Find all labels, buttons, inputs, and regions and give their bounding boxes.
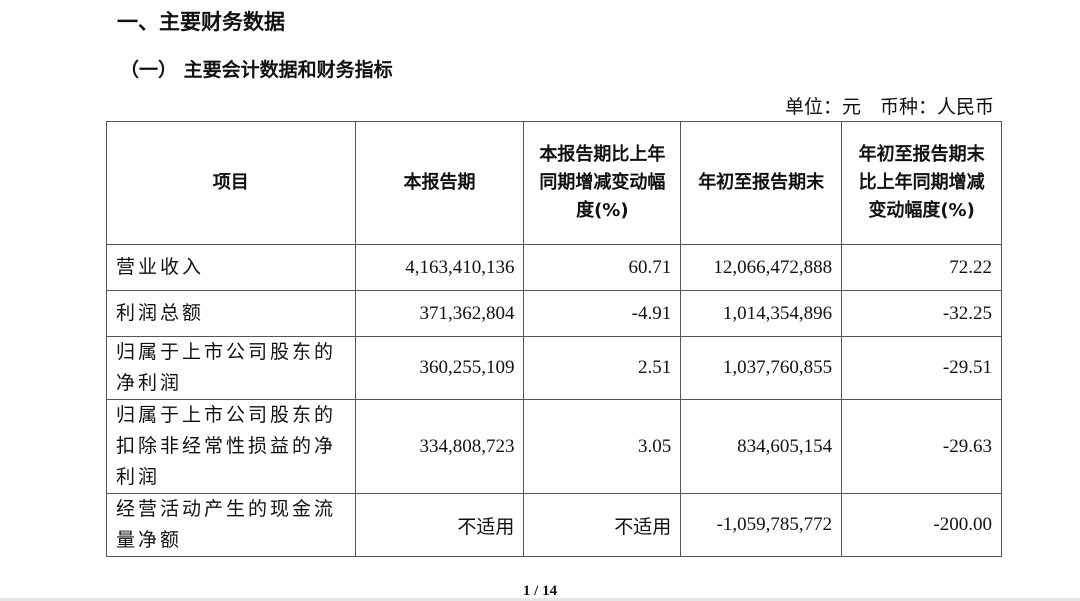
cell-value: -4.91 [523, 290, 682, 337]
cell-value: 3.05 [523, 399, 682, 494]
cell-value: 2.51 [523, 336, 682, 400]
table-row: 营业收入 4,163,410,136 60.71 12,066,472,888 72.2… [106, 244, 1002, 291]
page-indicator: 1 / 14 [522, 583, 558, 599]
row-label: 归属于上市公司股东的净利润 [106, 336, 356, 400]
table-row: 经营活动产生的现金流量净额 不适用 不适用 -1,059,785,772 -200.00 [106, 493, 1002, 557]
header-ytd: 年初至报告期末 [680, 121, 843, 245]
section-title: 一、主要财务数据 [117, 10, 285, 34]
cell-value: 不适用 [523, 493, 682, 557]
cell-value: 334,808,723 [354, 399, 525, 494]
table-row: 利润总额 371,362,804 -4.91 1,014,354,896 -32.25 [106, 290, 1002, 337]
cell-value: 360,255,109 [354, 336, 525, 400]
row-label: 利润总额 [106, 290, 356, 337]
table-header-row: 项目 本报告期 本报告期比上年同期增减变动幅度(%) 年初至报告期末 年初至报告… [106, 121, 1002, 245]
cell-value: -29.51 [841, 336, 1002, 400]
cell-value: 371,362,804 [354, 290, 525, 337]
cell-value: 4,163,410,136 [354, 244, 525, 291]
header-ytd-change: 年初至报告期末比上年同期增减变动幅度(%) [841, 121, 1002, 245]
row-label: 归属于上市公司股东的扣除非经常性损益的净利润 [106, 399, 356, 494]
page-separator [0, 598, 1080, 601]
unit-note: 单位：元 币种：人民币 [784, 97, 994, 118]
cell-value: 72.22 [841, 244, 1002, 291]
cell-value: -200.00 [841, 493, 1002, 557]
cell-value: -29.63 [841, 399, 1002, 494]
cell-value: 1,037,760,855 [680, 336, 843, 400]
cell-value: 1,014,354,896 [680, 290, 843, 337]
cell-value: -32.25 [841, 290, 1002, 337]
table-row: 归属于上市公司股东的扣除非经常性损益的净利润 334,808,723 3.05 834… [106, 399, 1002, 494]
financial-data-table: 项目 本报告期 本报告期比上年同期增减变动幅度(%) 年初至报告期末 年初至报告… [106, 121, 1002, 557]
row-label: 营业收入 [106, 244, 356, 291]
table-row: 归属于上市公司股东的净利润 360,255,109 2.51 1,037,760,85… [106, 336, 1002, 400]
cell-value: 60.71 [523, 244, 682, 291]
header-current-period: 本报告期 [354, 121, 525, 245]
header-current-change: 本报告期比上年同期增减变动幅度(%) [523, 121, 682, 245]
row-label: 经营活动产生的现金流量净额 [106, 493, 356, 557]
cell-value: 不适用 [354, 493, 525, 557]
cell-value: -1,059,785,772 [680, 493, 843, 557]
header-item: 项目 [106, 121, 356, 245]
subsection-title: （一） 主要会计数据和财务指标 [120, 59, 393, 81]
cell-value: 12,066,472,888 [680, 244, 843, 291]
cell-value: 834,605,154 [680, 399, 843, 494]
